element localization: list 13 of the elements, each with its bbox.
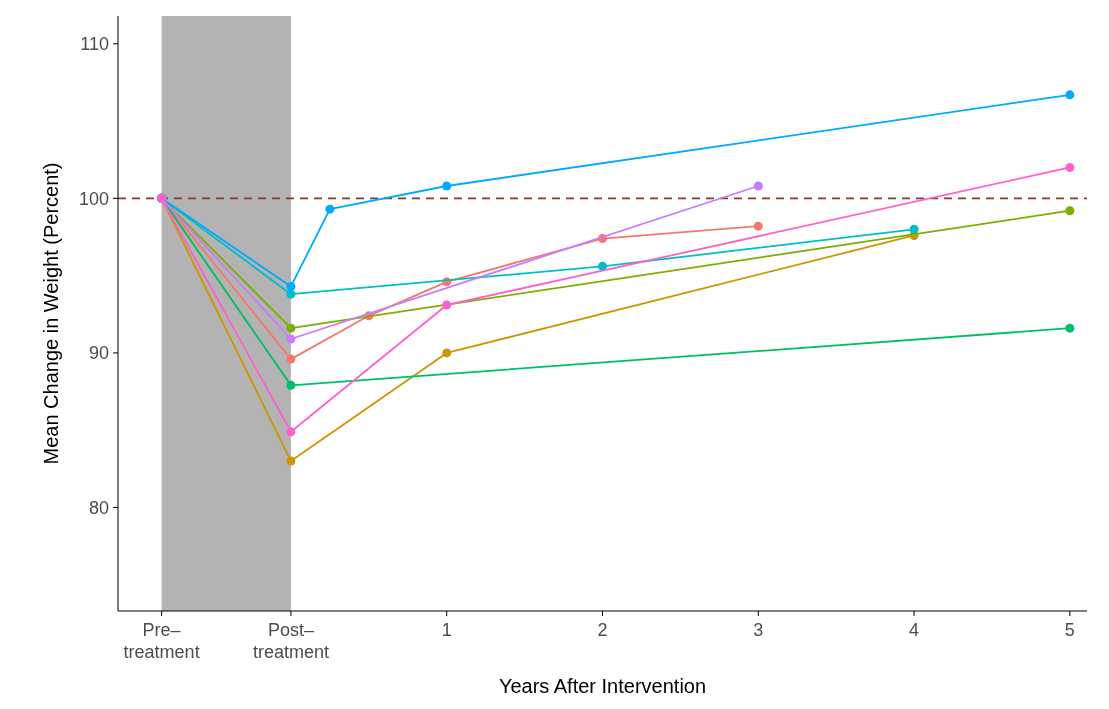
x-tick-label: 1 (441, 620, 452, 640)
y-tick-label: 80 (88, 497, 109, 518)
x-tick-label: 3 (753, 620, 764, 640)
x-tick-label: 4 (909, 620, 920, 640)
x-axis-title: Years After Intervention (498, 675, 707, 697)
x-tick-label: 2 (597, 620, 608, 640)
y-tick-label: 110 (80, 34, 109, 55)
y-tick-label: 100 (78, 188, 109, 209)
x-tick-label: Post– treatment (252, 620, 329, 662)
x-tick-label: 5 (1064, 620, 1075, 640)
y-tick-label: 90 (88, 343, 109, 364)
x-tick-label: Pre– treatment (123, 620, 200, 662)
y-axis-title: Mean Change in Weight (Percent) (40, 162, 62, 465)
